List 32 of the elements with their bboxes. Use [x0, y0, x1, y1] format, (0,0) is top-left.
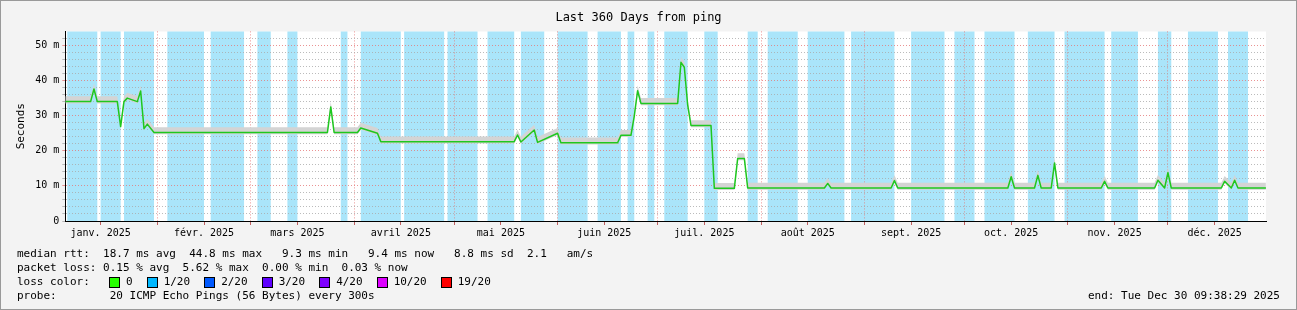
text: end: Tue Dec 30 09:38:29 2025: [1087, 289, 1280, 303]
text: median rtt: 18.7 ms avg 44.8 ms max 9.3 ms min 9.4 ms now 8.8 ms sd 2.1 am/s: [17, 247, 594, 261]
x-tick-label: nov. 2025: [1087, 226, 1142, 238]
chart-title: Last 360 Days from ping: [555, 10, 722, 25]
y-tick-label: 0: [53, 214, 60, 226]
y-axis-title: Seconds: [14, 103, 28, 150]
x-tick-label: juil. 2025: [674, 226, 735, 238]
x-tick-label: déc. 2025: [1187, 226, 1242, 238]
x-tick-label: janv. 2025: [70, 226, 131, 238]
y-tick-label: 20 m: [35, 144, 60, 156]
x-tick-label: févr. 2025: [173, 226, 235, 238]
legend-label: 2/20: [221, 275, 248, 289]
x-tick-label: oct. 2025: [984, 226, 1039, 238]
y-tick-label: 50 m: [35, 39, 60, 51]
text: packet loss: 0.15 % avg 5.62 % max 0.00 % min 0.03 % now: [17, 261, 408, 275]
x-tick-label: mars 2025: [270, 226, 325, 238]
legend-title: loss color:: [17, 275, 91, 289]
legend-label: 0: [126, 275, 133, 289]
legend-label: 19/20: [457, 275, 491, 289]
text: probe: 20 ICMP Echo Pings (56 Bytes) every 300s: [17, 289, 375, 303]
x-tick-label: août 2025: [780, 226, 835, 238]
x-tick-label: mai 2025: [476, 226, 525, 238]
legend-label: 10/20: [393, 275, 427, 289]
y-tick-label: 10 m: [35, 179, 60, 191]
x-tick-label: avril 2025: [370, 226, 431, 238]
x-tick-label: sept. 2025: [881, 226, 942, 238]
y-tick-label: 40 m: [35, 74, 60, 86]
y-tick-label: 30 m: [35, 109, 60, 121]
legend-label: 1/20: [163, 275, 191, 289]
legend-label: 4/20: [336, 275, 363, 289]
legend-label: 3/20: [278, 275, 306, 289]
x-tick-label: juin 2025: [577, 226, 632, 238]
